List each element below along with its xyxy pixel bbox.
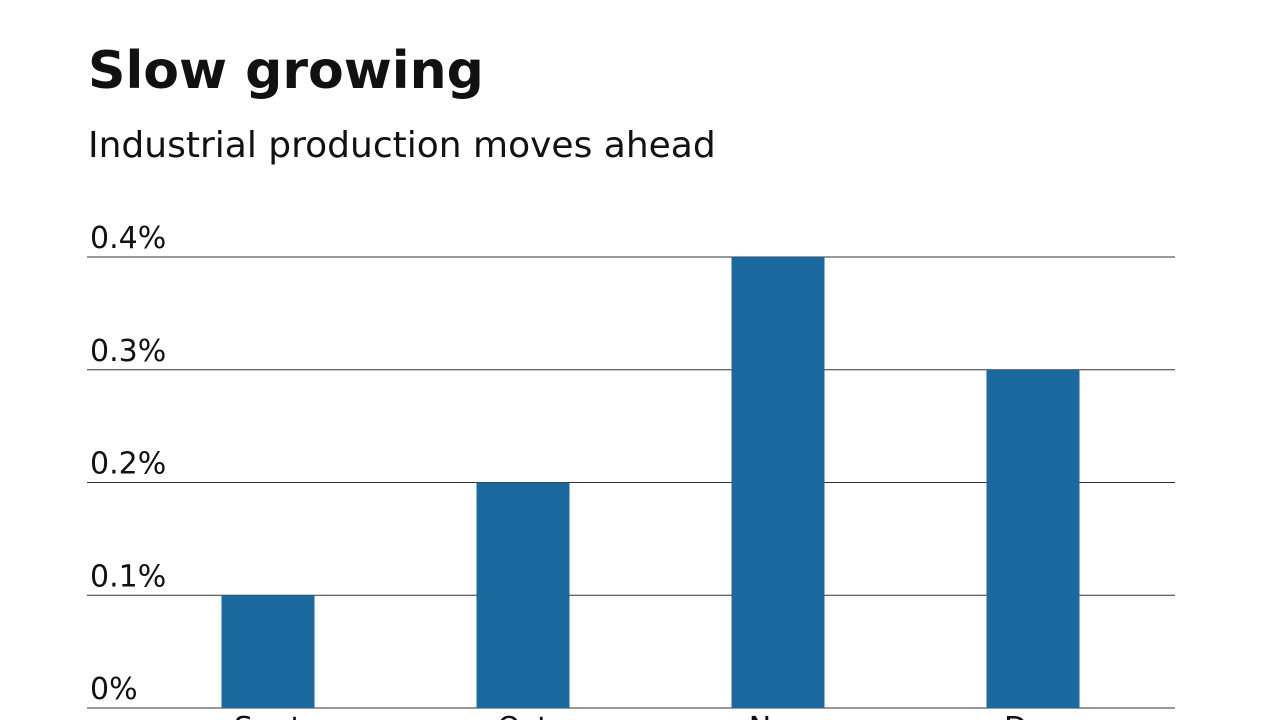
x-tick-label: Nov	[749, 711, 808, 720]
x-tick-label: Sept	[234, 711, 303, 720]
x-tick-label: Oct	[497, 711, 549, 720]
y-tick-label: 0.3%	[90, 334, 166, 369]
bar	[221, 595, 315, 708]
bar	[731, 257, 825, 708]
x-tick-label: Dec	[1004, 711, 1062, 720]
chart-title: Slow growing	[88, 41, 484, 101]
y-tick-label: 0.1%	[90, 559, 166, 594]
bar	[476, 482, 570, 708]
y-tick-label: 0.2%	[90, 447, 166, 482]
bar	[986, 369, 1080, 708]
y-tick-label: 0%	[90, 672, 138, 707]
chart-subtitle: Industrial production moves ahead	[88, 125, 716, 166]
y-tick-label: 0.4%	[90, 221, 166, 256]
